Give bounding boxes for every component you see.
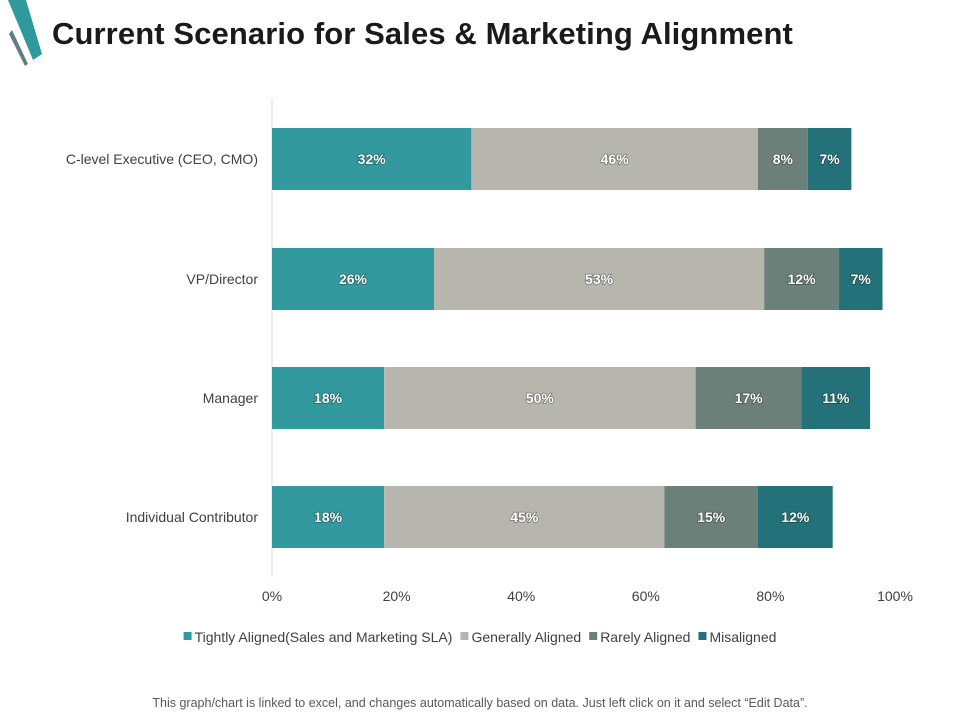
category-label: Individual Contributor [126,509,259,525]
bar-data-label: 12% [781,509,810,525]
bar-segment [384,486,665,548]
bar-segment [272,248,434,310]
x-tick-label: 80% [756,588,784,604]
legend-label: Rarely Aligned [600,629,690,645]
category-label: Manager [203,390,259,406]
category-label: C-level Executive (CEO, CMO) [66,151,258,167]
legend-swatch [460,632,469,640]
legend-swatch [589,632,598,640]
bar-segment [807,128,852,190]
x-tick-label: 60% [632,588,660,604]
category-label: VP/Director [186,271,258,287]
legend-label: Tightly Aligned(Sales and Marketing SLA) [195,629,453,645]
bar-segment [471,128,758,190]
bar-data-label: 45% [510,509,539,525]
bar-data-label: 26% [339,271,368,287]
bar-data-label: 15% [697,509,726,525]
bar-segment [764,248,839,310]
bar-data-label: 7% [851,271,872,287]
bar-segment [272,367,385,429]
corner-accent-icon [8,0,42,66]
footer-note: This graph/chart is linked to excel, and… [152,696,808,710]
bar-segment [384,367,696,429]
bar-segment [433,248,765,310]
legend-swatch [183,632,192,640]
bar-data-label: 17% [735,390,764,406]
bar-data-label: 32% [358,151,387,167]
bar-segment [664,486,758,548]
legend-label: Misaligned [709,629,776,645]
stacked-bar-chart: C-level Executive (CEO, CMO) VP/Director M… [66,98,913,645]
legend-swatch [698,632,707,640]
bar-data-label: 46% [601,151,630,167]
x-tick-label: 40% [507,588,535,604]
bar-segment [757,486,833,548]
bar-segment [695,367,802,429]
legend-label: Generally Aligned [471,629,581,645]
bar-segment [272,128,472,190]
bar-data-label: 53% [585,271,614,287]
bar-data-label: 8% [773,151,794,167]
bar-data-label: 12% [788,271,817,287]
bar-segment [272,486,385,548]
bar-segment [757,128,808,190]
x-tick-label: 0% [262,588,282,604]
x-tick-label: 20% [383,588,411,604]
bar-data-label: 11% [822,390,850,406]
x-tick-label: 100% [877,588,913,604]
bar-data-label: 18% [314,390,343,406]
bar-data-label: 50% [526,390,555,406]
page-title: Current Scenario for Sales & Marketing A… [52,16,793,51]
bar-data-label: 18% [314,509,343,525]
bar-segment [801,367,871,429]
bar-data-label: 7% [819,151,840,167]
bar-segment [838,248,883,310]
